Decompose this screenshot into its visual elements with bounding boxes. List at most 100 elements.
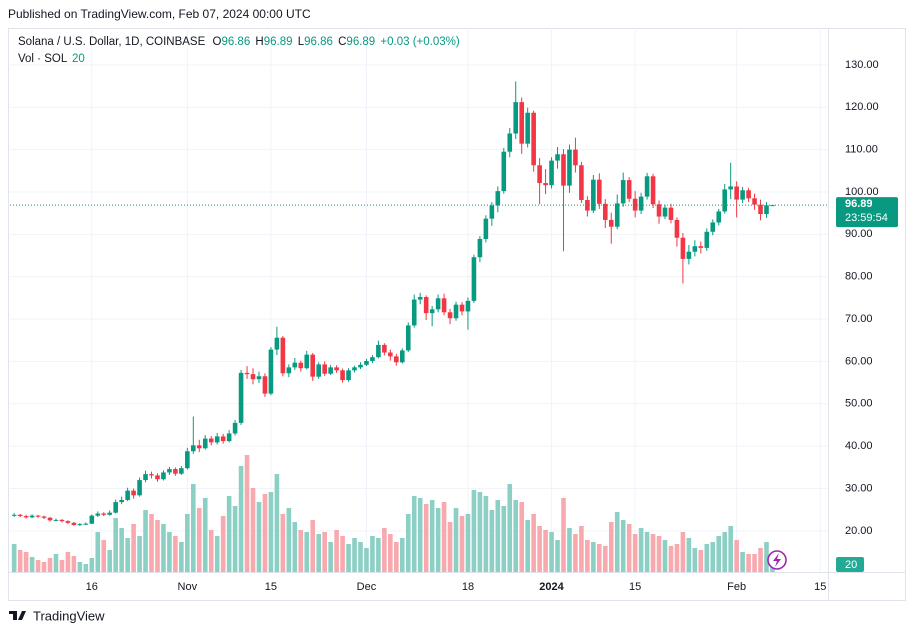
volume-badge [836, 557, 864, 572]
candle-body [573, 149, 578, 166]
volume-bar [561, 498, 566, 572]
volume-bar [65, 552, 71, 572]
volume-bar [364, 548, 369, 572]
candle-body [722, 189, 728, 212]
candle-body [262, 376, 268, 394]
footer-brand: TradingView [33, 608, 105, 623]
candle-body [608, 219, 614, 227]
replay-bolt[interactable] [773, 553, 781, 567]
volume-bar [608, 522, 614, 572]
volume-bar [549, 532, 554, 572]
plot [10, 28, 828, 572]
volume-bar [214, 536, 220, 572]
volume-bar [226, 496, 232, 572]
volume-bar [316, 534, 321, 572]
replay-icon[interactable] [767, 550, 787, 570]
volume-bar [161, 524, 166, 572]
volume-bar [334, 530, 339, 572]
volume-bar [441, 502, 447, 572]
volume-bar [95, 532, 101, 572]
candle-body [173, 469, 178, 474]
volume-bar [268, 492, 274, 572]
volume-bar [453, 508, 459, 572]
candle-body [489, 205, 495, 219]
volume-bar [113, 518, 118, 572]
candle-body [376, 344, 381, 358]
volume-bar [202, 498, 208, 572]
volume-bar [101, 540, 107, 572]
candle-body [125, 490, 130, 500]
candle-body [507, 133, 513, 152]
x-tick-label: 18 [462, 581, 474, 593]
candle-body [626, 180, 632, 199]
candle-body [585, 200, 590, 211]
volume-bar [525, 520, 530, 572]
x-tick-label: 2024 [539, 581, 564, 593]
candle-body [322, 364, 327, 374]
candle-body [394, 356, 399, 363]
candle-body [519, 102, 524, 144]
candle-body [202, 438, 208, 449]
candle-body [405, 325, 411, 351]
volume-bar [614, 512, 620, 572]
legend-value: 96.86 [304, 36, 333, 48]
candle-body [47, 517, 53, 521]
candle-body [716, 211, 722, 223]
volume-bar [196, 508, 202, 572]
volume-bar [567, 528, 572, 572]
volume-bar [483, 496, 489, 572]
candle-body [208, 438, 214, 443]
volume-bar [489, 510, 495, 572]
volume-bar [11, 544, 17, 572]
volume-bar [322, 532, 327, 572]
x-tick-label: Feb [727, 581, 746, 593]
volume-bar [376, 538, 381, 572]
volume-bar [597, 544, 602, 572]
volume-bar [465, 514, 471, 572]
volume-bar [501, 506, 507, 572]
volume-bar [352, 538, 357, 572]
volume-bar [125, 538, 130, 572]
candle-body [352, 367, 357, 371]
y-tick-label: 130.00 [845, 59, 879, 71]
candle-body [107, 512, 113, 515]
chart-frame [8, 28, 906, 601]
candle-body [567, 149, 572, 186]
candle-body [698, 246, 704, 248]
candle-body [298, 362, 304, 369]
candle-body [65, 521, 71, 523]
volume-bar [17, 550, 23, 572]
y-tick-label: 30.00 [845, 482, 873, 494]
volume-bar [388, 534, 393, 572]
candle-body [346, 370, 351, 381]
volume-bar [179, 542, 184, 572]
candle-body [41, 516, 47, 518]
volume-bar [107, 550, 113, 572]
volume-bar [244, 455, 250, 572]
candle-body [310, 354, 316, 377]
candle-body [274, 337, 280, 350]
volume-bar [692, 548, 698, 572]
candle-body [591, 179, 596, 211]
volume-bar [71, 556, 77, 572]
legend-change: +0.03 (+0.03%) [380, 36, 459, 48]
logo [9, 611, 26, 620]
volume-bar [686, 538, 692, 572]
candle-body [17, 514, 23, 517]
candle-body [137, 480, 142, 496]
legend-letter: H [255, 36, 263, 48]
candle-body [417, 297, 423, 300]
volume-bar [656, 536, 662, 572]
published-note: Published on TradingView.com, Feb 07, 20… [8, 7, 311, 21]
volume-bar [262, 494, 268, 572]
candle-body [740, 190, 745, 200]
candle-body [465, 300, 471, 312]
volume-bar [758, 548, 763, 572]
legend: Solana / U.S. Dollar, 1D, COINBASE O96.8… [18, 36, 460, 48]
volume-bar [232, 506, 238, 572]
candle-body [161, 472, 166, 480]
volume-bar [513, 500, 519, 572]
volume-bar [220, 516, 226, 572]
candle-body [59, 519, 65, 522]
